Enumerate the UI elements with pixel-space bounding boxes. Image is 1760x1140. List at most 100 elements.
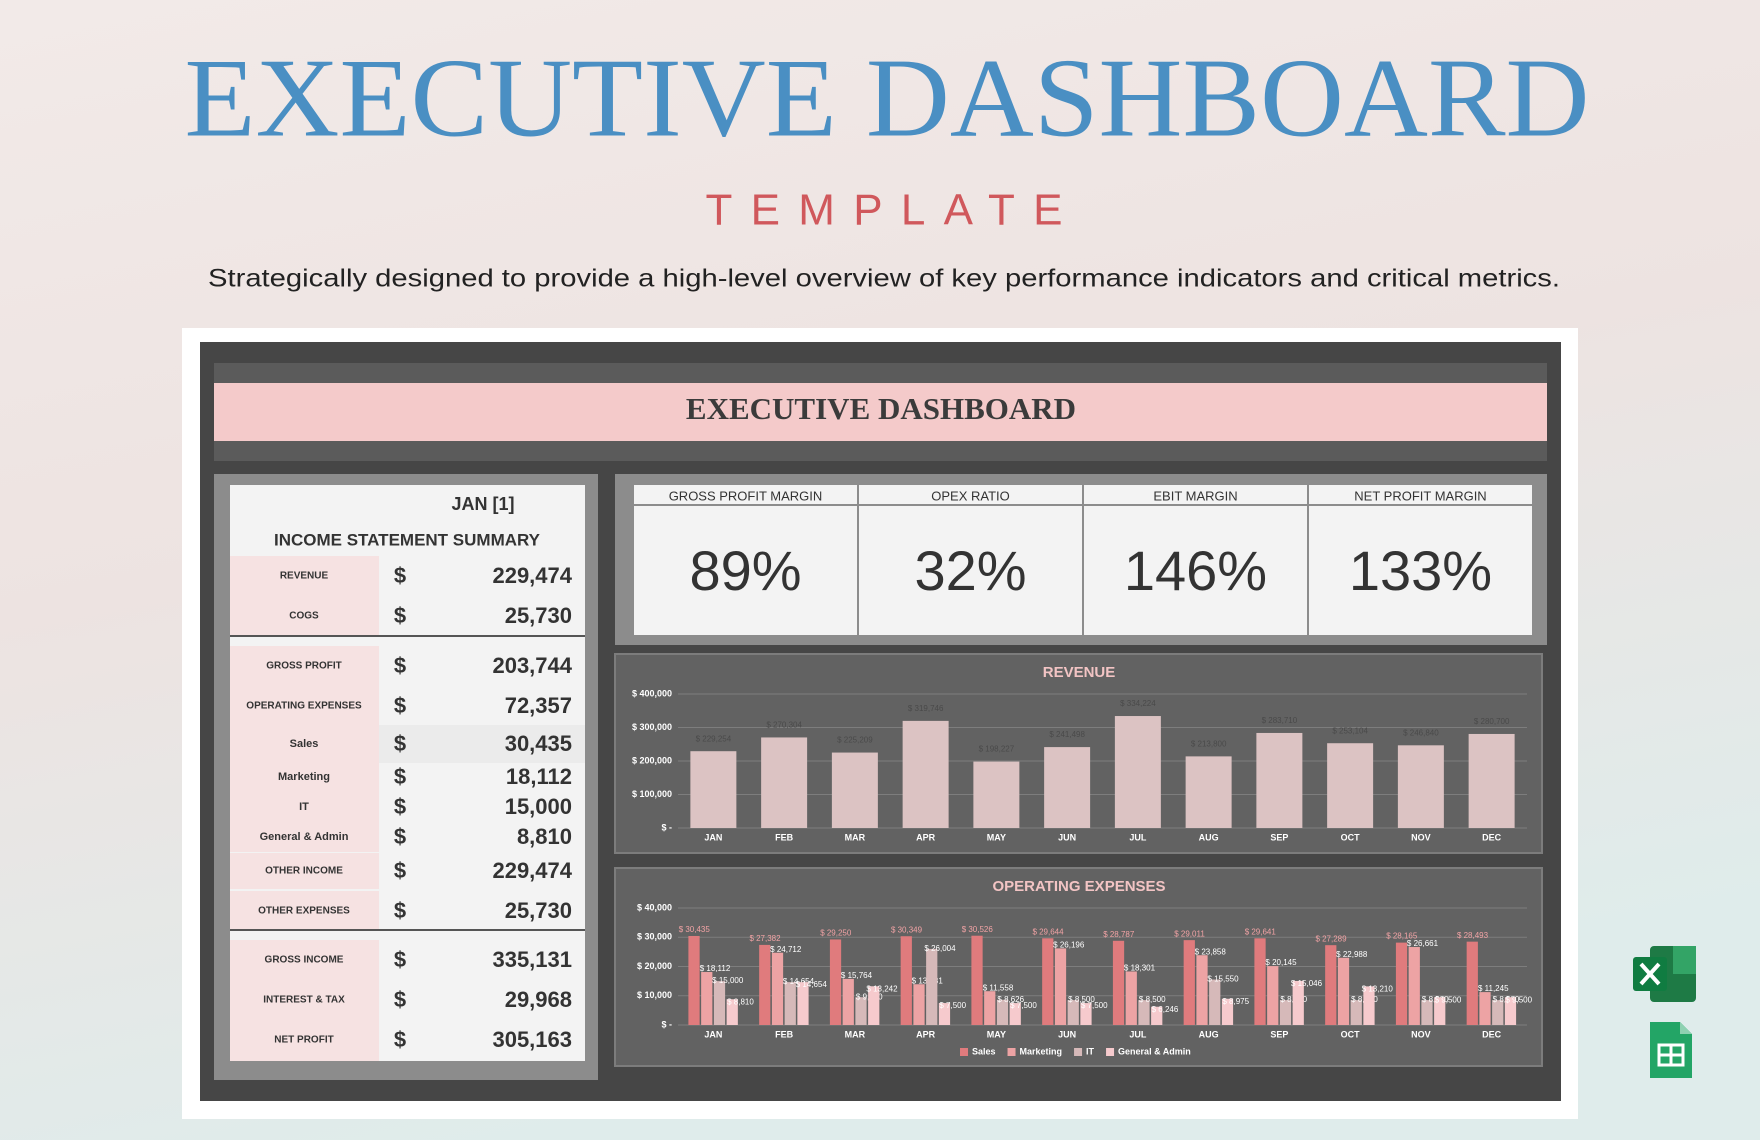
bar — [1044, 747, 1091, 828]
legend-swatch — [1106, 1048, 1115, 1056]
row-value: 229,474 — [492, 563, 572, 588]
y-tick-label: $ 20,000 — [637, 961, 672, 971]
legend-label: Sales — [972, 1046, 996, 1056]
row-value: 25,730 — [505, 898, 572, 923]
row-label-cell — [230, 686, 379, 726]
kpi-value: 133% — [1349, 539, 1492, 602]
bar — [1221, 998, 1234, 1025]
value-label: $ 29,641 — [1245, 927, 1277, 936]
row-highlight — [379, 725, 585, 763]
bar — [913, 984, 925, 1025]
value-label: $ 229,254 — [696, 734, 732, 743]
value-label: $ 23,858 — [1195, 947, 1227, 956]
value-label: $ 26,196 — [1053, 940, 1085, 949]
x-tick-label: OCT — [1341, 832, 1361, 842]
bar — [1466, 941, 1478, 1025]
value-label: $ 14,654 — [783, 977, 815, 986]
bar — [1209, 979, 1221, 1025]
row-value: 25,730 — [505, 603, 572, 628]
bar — [831, 752, 878, 828]
bar — [1267, 966, 1279, 1025]
row-currency: $ — [394, 603, 406, 628]
row-currency: $ — [394, 731, 406, 756]
dashboard-title: EXECUTIVE DASHBOARD — [686, 391, 1076, 426]
sheets-icon — [1650, 1022, 1692, 1078]
value-label: $ 13,242 — [866, 984, 898, 993]
bar — [1504, 997, 1517, 1025]
row-label: COGS — [289, 611, 319, 622]
value-label: $ 18,301 — [1124, 964, 1156, 973]
y-tick-label: $ 10,000 — [637, 990, 672, 1000]
value-label: $ 7,500 — [939, 1001, 966, 1010]
value-label: $ 319,746 — [908, 704, 944, 713]
bar — [797, 982, 809, 1025]
bar — [1350, 1000, 1362, 1025]
row-label: Marketing — [278, 771, 330, 783]
y-tick-label: $ 30,000 — [637, 932, 672, 942]
bar — [1421, 1000, 1433, 1025]
row-currency: $ — [394, 653, 406, 678]
value-label: $ 283,710 — [1262, 716, 1298, 725]
bar — [996, 999, 1009, 1025]
bar — [726, 999, 738, 1025]
y-tick-label: $ - — [661, 1019, 672, 1029]
bar — [902, 720, 949, 828]
row-value: 29,968 — [505, 987, 572, 1012]
bar — [784, 982, 796, 1025]
bar — [926, 948, 938, 1025]
legend-swatch — [1074, 1048, 1083, 1056]
row-label-cell — [230, 725, 379, 763]
row-label-cell — [230, 556, 379, 596]
value-label: $ 6,246 — [1152, 1005, 1179, 1014]
bar — [1256, 732, 1303, 828]
value-label: $ 241,498 — [1049, 730, 1085, 739]
row-currency: $ — [394, 563, 406, 588]
page-title: EXECUTIVE DASHBOARD — [185, 37, 1590, 161]
x-tick-label: APR — [916, 832, 936, 842]
bar — [761, 737, 808, 828]
bar — [1363, 986, 1375, 1025]
row-label-cell — [230, 596, 379, 636]
bar — [1114, 716, 1161, 828]
x-tick-label: AUG — [1199, 1029, 1219, 1039]
row-label-cell — [230, 792, 379, 822]
bar — [1325, 945, 1337, 1025]
value-label: $ 24,712 — [770, 945, 802, 954]
y-tick-label: $ 300,000 — [632, 722, 672, 732]
row-label: NET PROFIT — [274, 1035, 333, 1046]
y-tick-label: $ 400,000 — [632, 688, 672, 698]
bar — [1196, 955, 1208, 1025]
x-tick-label: DEC — [1482, 1029, 1502, 1039]
bar — [1337, 957, 1350, 1025]
x-tick-label: AUG — [1199, 832, 1219, 842]
x-tick-label: FEB — [775, 832, 794, 842]
row-currency: $ — [394, 898, 406, 923]
x-tick-label: MAR — [845, 832, 866, 842]
x-tick-label: JUL — [1129, 1029, 1147, 1039]
value-label: $ 246,840 — [1403, 728, 1439, 737]
bar — [1292, 980, 1304, 1025]
row-label: IT — [299, 801, 309, 813]
y-tick-label: $ 100,000 — [632, 789, 672, 799]
bar — [759, 944, 771, 1025]
row-value: 203,744 — [492, 653, 572, 678]
row-label: General & Admin — [260, 831, 349, 843]
row-currency: $ — [394, 858, 406, 883]
value-label: $ 11,558 — [983, 983, 1014, 992]
page-description: Strategically designed to provide a high… — [208, 265, 1560, 293]
x-tick-label: JAN — [704, 832, 722, 842]
row-value: 305,163 — [492, 1027, 572, 1052]
row-label: REVENUE — [280, 571, 329, 582]
y-tick-label: $ - — [661, 822, 672, 832]
table-rows: REVENUE $229,474 COGS $25,730 GROSS PROFIT $2… — [230, 556, 585, 1061]
legend-swatch — [960, 1048, 968, 1056]
x-tick-label: APR — [916, 1029, 936, 1039]
row-value: 18,112 — [506, 764, 572, 789]
row-label: OTHER INCOME — [265, 866, 343, 877]
value-label: $ 13,210 — [1362, 984, 1394, 993]
bar — [771, 952, 784, 1025]
value-label: $ 27,289 — [1315, 934, 1347, 943]
bar — [1408, 947, 1420, 1025]
